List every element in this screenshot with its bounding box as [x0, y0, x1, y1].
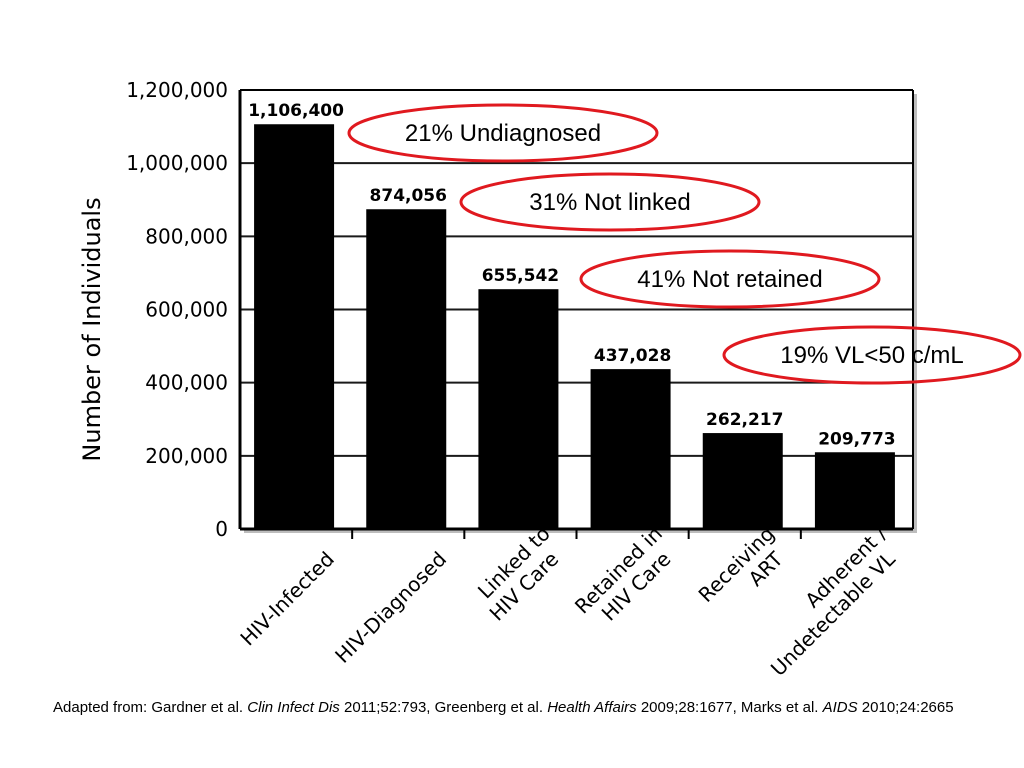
citation-ref-1: 2011;52:793, Greenberg et al. — [339, 699, 548, 716]
annotation-text: 19% VL<50 c/mL — [780, 342, 963, 369]
x-tick-label: ReceivingART — [694, 521, 796, 623]
y-tick-label: 400,000 — [145, 371, 228, 395]
y-tick-label: 1,200,000 — [126, 78, 228, 102]
y-tick-label: 1,000,000 — [126, 151, 228, 175]
annotation-ellipse — [579, 249, 881, 309]
annotation-text: 31% Not linked — [529, 189, 690, 216]
citation-journal-1: Clin Infect Dis — [247, 699, 340, 716]
y-tick-label: 0 — [215, 517, 228, 541]
annotation-ellipse — [722, 325, 1022, 385]
bar — [702, 433, 783, 529]
citation: Adapted from: Gardner et al. Clin Infect… — [53, 697, 993, 718]
bar — [478, 289, 559, 529]
bar-value-label: 874,056 — [370, 186, 447, 206]
bar-value-label: 655,542 — [482, 266, 559, 286]
x-tick-label-line: HIV-Diagnosed — [330, 547, 451, 668]
bar-value-label: 437,028 — [594, 346, 671, 366]
bar — [366, 209, 447, 529]
annotation-ellipse — [459, 172, 761, 232]
bar — [814, 452, 895, 529]
bar-value-label: 209,773 — [818, 429, 895, 449]
y-axis-label: Number of Individuals — [78, 197, 106, 461]
bar — [254, 124, 335, 529]
bar-value-label: 262,217 — [706, 410, 783, 430]
annotation-text: 41% Not retained — [637, 266, 822, 293]
citation-journal-2: Health Affairs — [547, 699, 637, 716]
annotation-ellipse — [347, 103, 659, 163]
bar — [590, 369, 671, 529]
y-tick-label: 600,000 — [145, 298, 228, 322]
citation-journal-3: AIDS — [822, 699, 858, 716]
y-tick-label: 200,000 — [145, 444, 228, 468]
x-tick-label: Linked toHIV Care — [468, 521, 572, 625]
annotation-text: 21% Undiagnosed — [405, 120, 601, 147]
x-tick-label: Retained inHIV Care — [570, 521, 684, 635]
bar-value-label: 1,106,400 — [248, 101, 344, 121]
x-tick-label: Adherent /Undetectable VL — [749, 521, 908, 680]
x-tick-label: HIV-Infected — [235, 547, 339, 651]
citation-ref-2: 2009;28:1677, Marks et al. — [636, 699, 823, 716]
citation-ref-3: 2010;24:2665 — [857, 699, 954, 716]
y-tick-label: 800,000 — [145, 224, 228, 248]
x-tick-label: HIV-Diagnosed — [330, 547, 451, 668]
x-tick-label-line: HIV-Infected — [235, 547, 339, 651]
citation-prefix: Adapted from: Gardner et al. — [53, 699, 248, 716]
